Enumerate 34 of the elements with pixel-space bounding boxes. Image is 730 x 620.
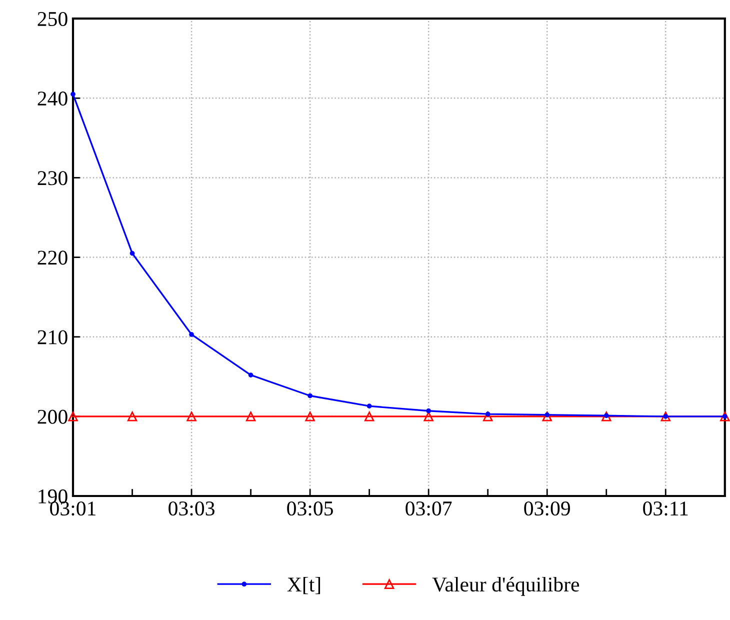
y-tick-label: 230 — [38, 171, 68, 186]
y-tick-label: 220 — [38, 250, 68, 265]
point — [366, 404, 372, 409]
legend-label: Valeur d'équilibre — [432, 576, 580, 596]
y-tick-label: 240 — [38, 92, 68, 106]
point — [308, 393, 312, 398]
legend-label: X[t] — [287, 576, 320, 594]
x-tick-label: 03:11 — [643, 501, 688, 516]
point — [186, 412, 196, 422]
point — [189, 332, 194, 337]
point — [246, 412, 256, 422]
x-tick-label: 03:01 — [50, 501, 96, 516]
point — [542, 412, 552, 422]
point — [127, 412, 138, 422]
point — [130, 250, 135, 256]
point — [426, 408, 432, 414]
point — [660, 412, 670, 422]
point — [70, 92, 76, 97]
point — [720, 412, 730, 422]
x-tick-label: 03:07 — [406, 501, 452, 516]
point — [602, 412, 612, 422]
y-tick-label: 250 — [38, 12, 68, 26]
point — [305, 412, 315, 422]
y-tick-label: 200 — [38, 410, 68, 424]
x-tick-label: 03:03 — [168, 501, 214, 516]
point — [364, 412, 374, 422]
point — [482, 412, 493, 422]
y-tick-label: 210 — [38, 330, 68, 344]
y-tick-label: 190 — [38, 489, 68, 504]
x-tick-label: 03:09 — [524, 501, 570, 516]
point — [68, 412, 78, 422]
point — [248, 372, 254, 378]
x-tick-label: 03:05 — [287, 501, 333, 516]
point — [424, 412, 434, 422]
